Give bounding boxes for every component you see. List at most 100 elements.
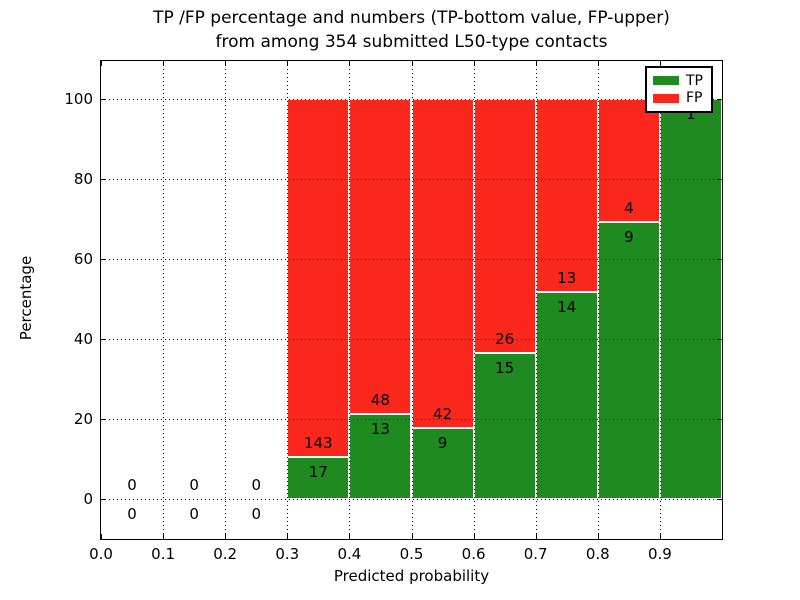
y-tick-mark	[101, 419, 106, 420]
y-tick-label: 60	[73, 250, 93, 268]
legend: TP FP	[645, 66, 713, 113]
y-tick-label: 20	[73, 410, 93, 428]
x-tick-mark	[660, 534, 661, 539]
bar-segment-fp	[411, 99, 474, 429]
x-gridline	[163, 61, 164, 539]
x-gridline	[598, 61, 599, 539]
x-tick-mark	[163, 534, 164, 539]
bar-label-fp: 42	[433, 405, 453, 424]
bar-label-tp: 1	[686, 105, 696, 123]
y-gridline	[101, 99, 722, 100]
y-tick-mark	[101, 179, 106, 180]
x-tick-label: 0.0	[89, 545, 113, 563]
y-gridline	[101, 339, 722, 340]
bar-label-fp: 0	[189, 476, 199, 494]
x-tick-mark	[412, 534, 413, 539]
x-tick-label: 0.4	[337, 545, 362, 563]
bar-label-fp: 13	[557, 268, 577, 287]
x-tick-mark	[536, 61, 537, 66]
bar-label-tp: 15	[495, 358, 515, 377]
x-tick-mark	[660, 61, 661, 66]
x-tick-label: 0.5	[399, 545, 424, 563]
bar-label-tp: 13	[370, 419, 390, 438]
chart-title-line2: from among 354 submitted L50-type contac…	[215, 32, 608, 52]
bar-segment-tp	[473, 352, 536, 499]
bar-label-tp: 0	[251, 505, 262, 523]
y-tick-label: 40	[73, 330, 93, 348]
bar-label-fp: 143	[304, 433, 333, 452]
x-gridline	[660, 61, 661, 539]
x-tick-label: 0.6	[461, 545, 486, 563]
bar-segment-tp	[349, 413, 412, 499]
x-tick-mark	[598, 534, 599, 539]
x-tick-mark	[287, 61, 288, 66]
legend-swatch-tp-icon	[653, 76, 679, 86]
y-tick-mark	[717, 419, 722, 420]
bar-segment-fp	[473, 99, 536, 353]
bar-label-tp: 9	[624, 228, 634, 247]
bar-segment-tp	[535, 291, 598, 499]
legend-label-fp: FP	[686, 90, 703, 107]
y-tick-mark	[101, 99, 106, 100]
x-gridline	[474, 61, 475, 539]
legend-item-fp: FP	[653, 90, 705, 108]
bar-segment-fp	[535, 99, 598, 292]
bar-label-tp: 9	[437, 434, 448, 453]
x-tick-mark	[474, 534, 475, 539]
bar-label-tp: 0	[127, 505, 137, 523]
bar-label-fp: 48	[370, 390, 390, 409]
x-tick-label: 0.9	[647, 545, 672, 563]
x-tick-mark	[101, 61, 102, 66]
x-gridline	[225, 61, 226, 539]
y-gridline	[101, 499, 722, 500]
bar-label-fp: 26	[495, 329, 515, 348]
y-tick-mark	[717, 499, 722, 500]
y-tick-mark	[717, 179, 722, 180]
chart-title: TP /FP percentage and numbers (TP-bottom…	[100, 6, 723, 54]
legend-item-tp: TP	[653, 72, 705, 90]
x-tick-label: 0.7	[523, 545, 548, 563]
x-gridline	[287, 61, 288, 539]
x-tick-mark	[412, 61, 413, 66]
y-tick-mark	[101, 259, 106, 260]
y-tick-mark	[717, 259, 722, 260]
y-tick-label: 0	[83, 490, 93, 508]
x-tick-mark	[287, 534, 288, 539]
x-tick-mark	[349, 61, 350, 66]
x-tick-mark	[598, 61, 599, 66]
bar-label-tp: 17	[308, 462, 328, 481]
bar-segment-fp	[349, 99, 412, 414]
y-tick-mark	[101, 499, 106, 500]
y-tick-mark	[101, 339, 106, 340]
plot-area: 000000143174813429261513144901	[100, 60, 723, 540]
x-gridline	[349, 61, 350, 539]
bar-segment-fp	[287, 99, 350, 457]
y-tick-label: 80	[73, 170, 93, 188]
x-tick-label: 0.2	[213, 545, 238, 563]
bar-label-fp: 0	[251, 476, 262, 494]
x-tick-mark	[474, 61, 475, 66]
x-tick-mark	[225, 534, 226, 539]
y-gridline	[101, 259, 722, 260]
x-tick-mark	[163, 61, 164, 66]
bar-segment-tp	[287, 456, 350, 499]
x-gridline	[536, 61, 537, 539]
legend-label-tp: TP	[686, 72, 703, 89]
y-gridline	[101, 179, 722, 180]
y-gridline	[101, 419, 722, 420]
bar-label-fp: 0	[127, 476, 137, 494]
x-tick-mark	[536, 534, 537, 539]
bar-label-tp: 0	[189, 505, 199, 523]
legend-swatch-fp-icon	[653, 93, 679, 103]
x-tick-mark	[225, 61, 226, 66]
y-tick-label: 100	[64, 90, 93, 108]
x-axis-title: Predicted probability	[333, 567, 490, 585]
x-tick-mark	[101, 534, 102, 539]
bar-segment-tp	[659, 99, 722, 499]
y-tick-mark	[717, 99, 722, 100]
x-tick-label: 0.1	[151, 545, 176, 563]
chart-title-line1: TP /FP percentage and numbers (TP-bottom…	[153, 8, 670, 28]
x-tick-label: 0.3	[275, 545, 300, 563]
x-tick-label: 0.8	[585, 545, 610, 563]
bar-label-tp: 14	[557, 297, 577, 316]
